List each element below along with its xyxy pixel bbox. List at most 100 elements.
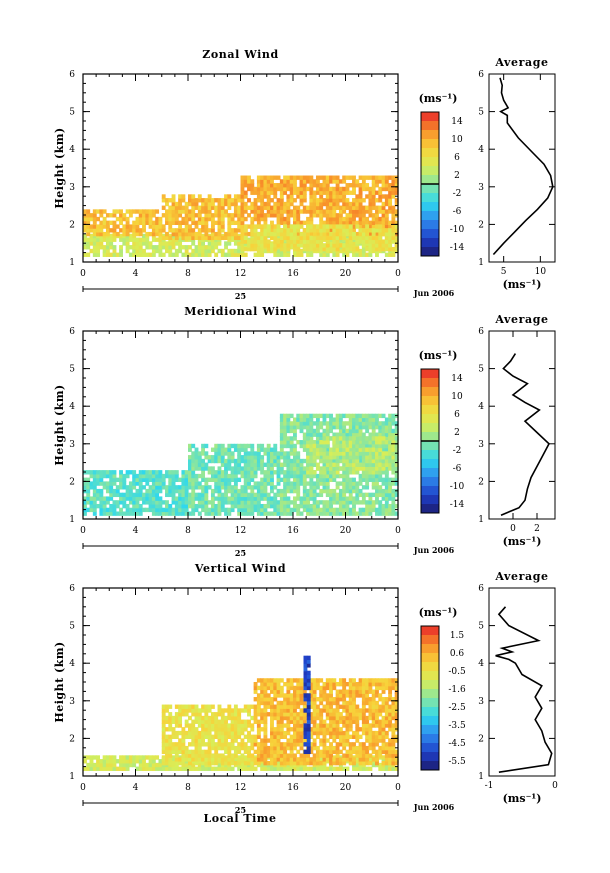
heatmap-cell <box>306 503 311 509</box>
heatmap-cell <box>306 205 311 210</box>
heatmap-cell <box>119 248 123 254</box>
heatmap-cell <box>338 496 343 501</box>
heatmap-cell <box>286 507 291 513</box>
heatmap-cell <box>253 209 258 214</box>
heatmap-cell <box>174 485 179 490</box>
heatmap-cell <box>266 239 271 244</box>
heatmap-cell <box>207 198 212 203</box>
heatmap-cell <box>329 421 333 426</box>
heatmap-cell <box>384 428 389 434</box>
heatmap-cell <box>309 760 314 766</box>
heatmap-cell <box>181 738 186 743</box>
heatmap-cell <box>99 500 104 505</box>
heatmap-cell <box>348 428 353 434</box>
heatmap-cell <box>240 719 245 724</box>
heatmap-cell <box>384 443 389 449</box>
heatmap-cell <box>384 440 389 445</box>
heatmap-cell <box>273 738 278 743</box>
heatmap-cell <box>260 715 265 721</box>
heatmap-cell <box>293 689 297 694</box>
heatmap-cell <box>260 194 265 199</box>
heatmap-cell <box>375 421 379 426</box>
heatmap-cell <box>109 766 114 771</box>
heatmap-cell <box>227 749 232 755</box>
heatmap-cell <box>158 766 163 771</box>
heatmap-cell <box>230 719 235 724</box>
heatmap-cell <box>168 473 173 479</box>
heatmap-cell <box>263 496 268 501</box>
heatmap-cell <box>194 757 199 762</box>
heatmap-cell <box>266 693 271 698</box>
heatmap-cell <box>227 455 232 460</box>
heatmap-cell <box>276 488 281 494</box>
heatmap-cell <box>309 492 314 498</box>
heatmap-cell <box>315 447 320 452</box>
y-axis-label: Height (km) <box>53 384 66 465</box>
heatmap-cell <box>306 413 311 419</box>
heatmap-cell <box>355 428 360 434</box>
heatmap-cell <box>250 183 255 188</box>
heatmap-cell <box>227 194 232 199</box>
heatmap-cell <box>197 762 202 768</box>
heatmap-cell <box>355 252 360 257</box>
heatmap-cell <box>368 175 373 180</box>
heatmap-cell <box>381 421 386 426</box>
heatmap-cell <box>358 425 363 430</box>
heatmap-cell <box>83 759 87 764</box>
heatmap-cell <box>161 481 166 486</box>
heatmap-cell <box>302 507 307 513</box>
heatmap-cell <box>302 712 307 717</box>
heatmap-cell <box>348 451 353 456</box>
heatmap-cell <box>191 734 196 739</box>
heatmap-cell <box>365 428 370 434</box>
heatmap-cell <box>296 425 301 430</box>
heatmap-cell <box>220 727 225 732</box>
heatmap-cell <box>184 712 189 717</box>
heatmap-cell <box>365 421 370 426</box>
heatmap-cell <box>325 190 330 195</box>
heatmap-cell <box>335 766 340 771</box>
heatmap-cell <box>260 719 265 724</box>
heatmap-cell <box>191 477 196 482</box>
heatmap-cell <box>191 727 196 732</box>
heatmap-cell <box>83 511 87 516</box>
heatmap-cell <box>306 246 311 252</box>
heatmap-cell <box>352 179 356 184</box>
heatmap-cell <box>312 243 317 248</box>
heatmap-cell <box>194 201 199 207</box>
heatmap-cell <box>188 455 192 460</box>
heatmap-cell <box>158 216 163 222</box>
heatmap-cell <box>329 179 333 184</box>
heatmap-cell <box>371 413 376 419</box>
heatmap-cell <box>207 458 212 464</box>
heatmap-cell <box>204 742 209 747</box>
heatmap-cell <box>207 194 212 199</box>
heatmap-cell <box>299 697 304 702</box>
heatmap-cell <box>283 201 288 207</box>
heatmap-cell <box>325 243 330 248</box>
heatmap-cell <box>338 194 343 199</box>
heatmap-cell <box>214 205 219 210</box>
heatmap-cell <box>161 712 166 717</box>
heatmap-cell <box>381 507 386 513</box>
heatmap-cell <box>220 209 225 214</box>
heatmap-cell <box>168 704 173 709</box>
heatmap-cell <box>299 682 304 687</box>
heatmap-cell <box>394 443 399 449</box>
heatmap-cell <box>302 239 307 244</box>
heatmap-cell <box>214 447 219 452</box>
heatmap-cell <box>381 466 386 471</box>
heatmap-cell <box>283 481 288 486</box>
heatmap-cell <box>181 477 186 482</box>
heatmap-cell <box>168 734 173 739</box>
x-tick-label: 16 <box>287 269 299 279</box>
heatmap-cell <box>109 470 114 475</box>
heatmap-cell <box>237 209 242 214</box>
heatmap-cell <box>315 183 320 188</box>
heatmap-cell <box>210 503 215 509</box>
heatmap-cell <box>371 175 376 180</box>
heatmap-cell <box>210 500 215 505</box>
heatmap-cell <box>312 481 317 486</box>
heatmap-cell <box>335 458 340 464</box>
heatmap-cell <box>355 759 360 764</box>
